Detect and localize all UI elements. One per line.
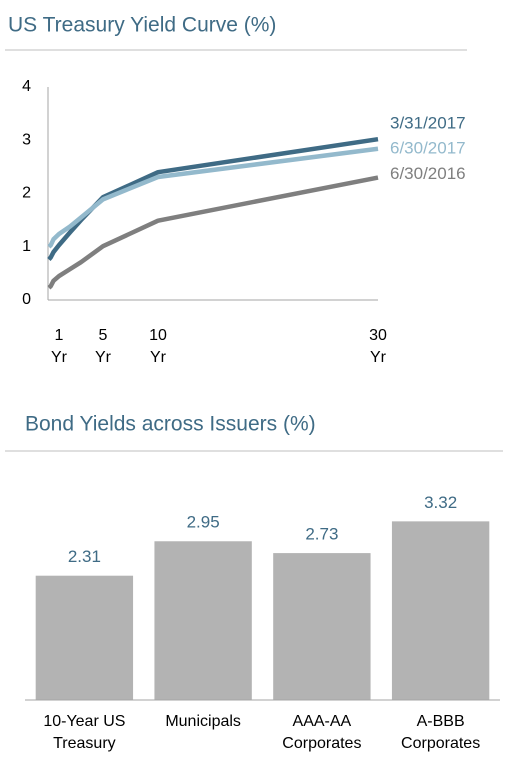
value-label: 2.73 [305,525,338,544]
chart-title: US Treasury Yield Curve (%) [8,14,276,37]
x-tick-label: 1 [55,327,64,344]
x-tick-label: Municipals [165,713,241,730]
x-tick-label: A-BBB [417,713,465,730]
x-tick-label: Yr [150,349,167,366]
value-label: 2.95 [187,513,220,532]
x-tick-label: Corporates [282,735,361,752]
series-label: 6/30/2017 [390,138,466,157]
bar [273,553,371,700]
x-tick-label: Yr [370,349,387,366]
x-tick-label: 5 [99,327,108,344]
y-tick-label: 2 [22,185,31,202]
value-label: 2.31 [68,547,101,566]
x-tick-label: Corporates [401,735,480,752]
y-tick-label: 3 [22,131,31,148]
x-tick-label: 10-Year US [43,713,125,730]
x-tick-label: Yr [51,349,68,366]
x-tick-label: 10 [149,327,167,344]
y-tick-label: 0 [22,291,31,308]
series-line [47,175,379,290]
x-tick-label: AAA-AA [293,713,352,730]
bar [154,541,252,700]
value-label: 3.32 [424,493,457,512]
x-tick-label: 30 [369,327,387,344]
chart-title: Bond Yields across Issuers (%) [25,413,316,436]
series-label: 6/30/2016 [390,164,466,183]
bar [35,575,134,700]
x-tick-label: Yr [95,349,112,366]
y-tick-label: 1 [22,238,31,255]
series-label: 3/31/2017 [390,114,466,133]
bar [391,521,490,700]
series-line [47,146,379,249]
series-line [47,136,379,262]
x-tick-label: Treasury [53,735,116,752]
y-tick-label: 4 [22,78,31,95]
